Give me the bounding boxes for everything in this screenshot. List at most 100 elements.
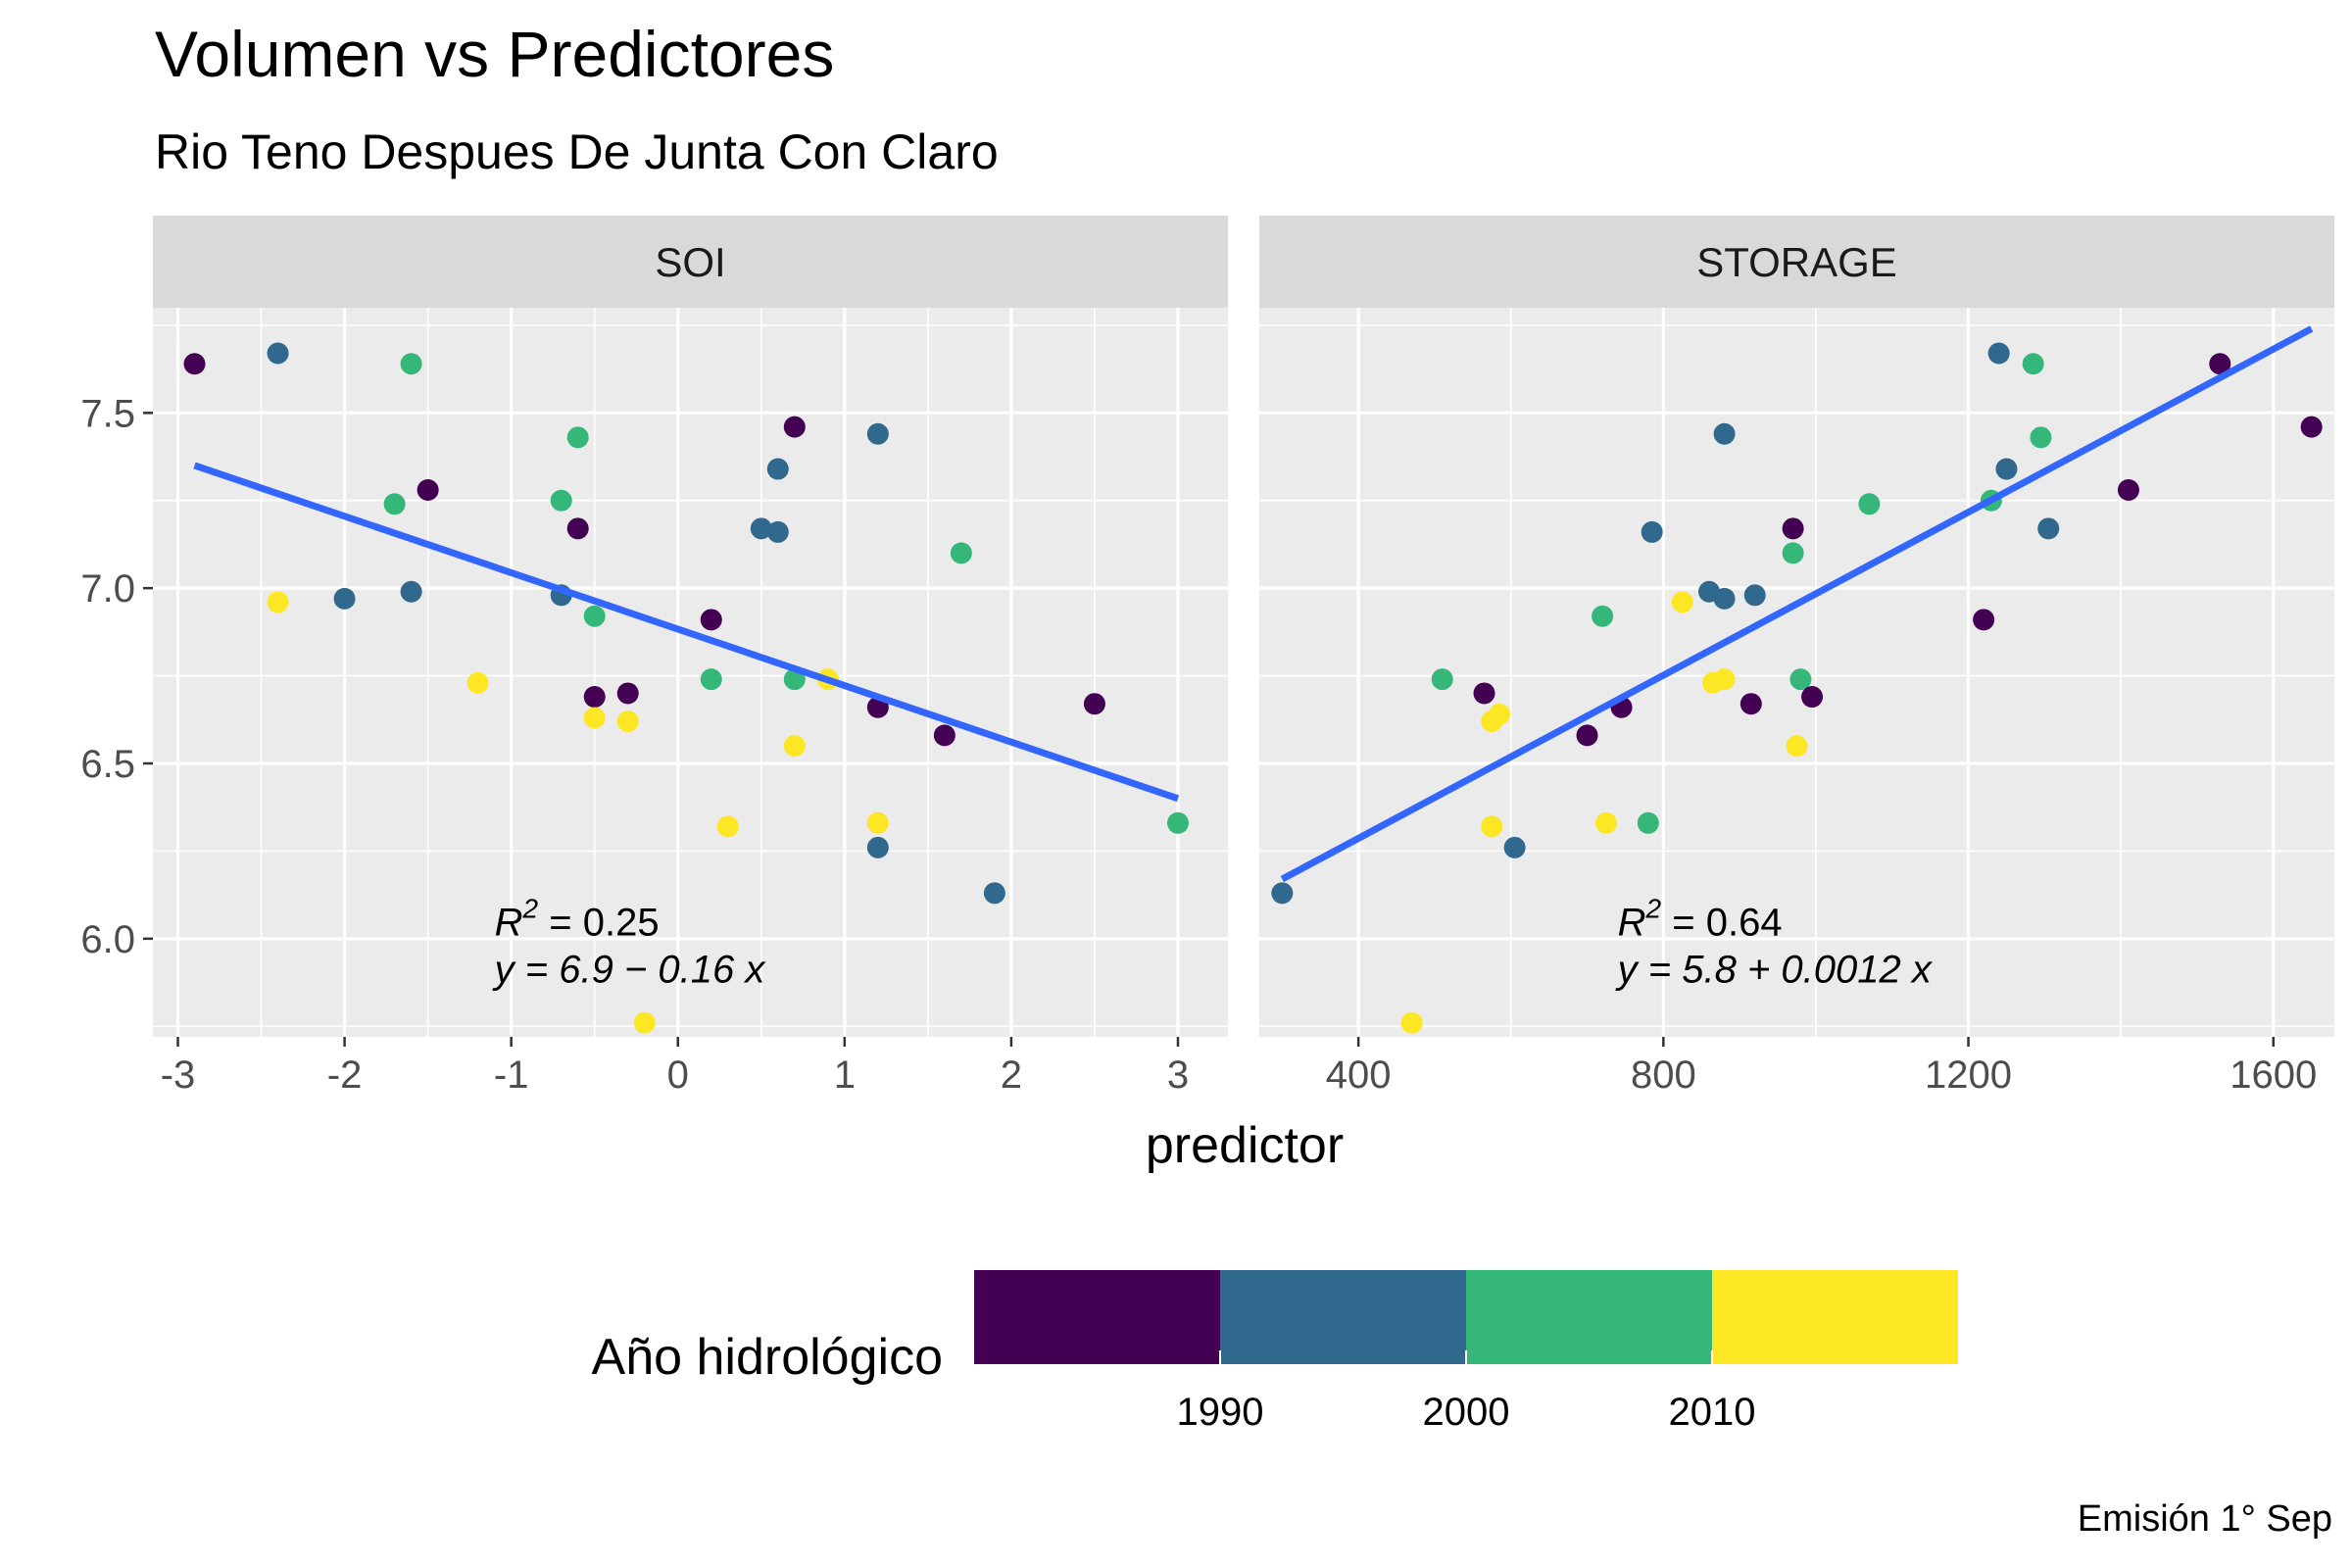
data-point — [1503, 836, 1526, 858]
data-point — [1713, 422, 1736, 445]
caption: Emisión 1° Sep — [2078, 1498, 2332, 1540]
trend-line — [193, 462, 1180, 803]
legend-color-bin — [1466, 1270, 1712, 1364]
panel-soi: SOI R2 = 0.25y = 6.9 − 0.16 x -3 -2 -1 0 1 2 3 — [153, 216, 1228, 1097]
data-point — [2117, 479, 2139, 501]
facet-strip — [1259, 216, 2334, 308]
data-point — [1801, 686, 1824, 709]
data-point — [466, 671, 489, 694]
data-point — [1786, 735, 1808, 758]
data-point — [1995, 458, 2018, 480]
data-point — [1743, 584, 1766, 607]
data-point — [766, 520, 789, 543]
data-point — [416, 479, 439, 501]
data-point — [1473, 682, 1495, 705]
data-point — [1782, 542, 1804, 564]
legend: Año hidrológico 1990 2000 2010 — [592, 1270, 1958, 1434]
data-point — [783, 416, 806, 438]
data-point — [183, 353, 206, 375]
data-point — [583, 686, 606, 709]
data-point — [1083, 693, 1105, 715]
data-point — [1641, 520, 1663, 543]
data-point — [633, 1011, 656, 1034]
data-point — [1576, 724, 1598, 747]
y-tick-label: 6.0 — [80, 918, 135, 961]
data-point — [1489, 703, 1511, 725]
legend-tick-label: 2000 — [1423, 1391, 1510, 1434]
data-point — [1594, 811, 1617, 834]
y-tick-label: 7.0 — [80, 567, 135, 611]
x-tick-label: -3 — [161, 1054, 196, 1097]
panel-background — [153, 308, 1228, 1037]
y-tick-label: 7.5 — [80, 392, 135, 435]
x-tick-label: 800 — [1631, 1054, 1696, 1097]
x-tick-label: 400 — [1326, 1054, 1392, 1097]
data-point — [1713, 668, 1736, 691]
facet-strip — [153, 216, 1228, 308]
data-point — [1431, 668, 1453, 691]
data-point — [1481, 815, 1503, 838]
data-point — [866, 836, 889, 858]
data-point — [1271, 882, 1294, 905]
data-point — [1740, 693, 1762, 715]
data-point — [400, 353, 422, 375]
data-point — [550, 489, 572, 512]
data-point — [983, 882, 1005, 905]
facet-strip-label: STORAGE — [1696, 239, 1897, 285]
legend-tick-label: 2010 — [1669, 1391, 1756, 1434]
x-axis-title: predictor — [1146, 1117, 1344, 1174]
data-point — [1973, 609, 1995, 631]
legend-color-bin — [1220, 1270, 1466, 1364]
data-point — [267, 591, 289, 613]
x-tick-label: -1 — [494, 1054, 529, 1097]
data-point — [1858, 493, 1881, 515]
legend-tick-label: 1990 — [1177, 1391, 1264, 1434]
panel-storage: STORAGE R2 = 0.64y = 5.8 + 0.0012 x 400 800… — [1259, 216, 2334, 1097]
data-point — [2030, 426, 2052, 449]
x-tick-label: 0 — [667, 1054, 689, 1097]
legend-color-bin — [1712, 1270, 1958, 1364]
data-point — [566, 426, 589, 449]
data-point — [333, 587, 356, 610]
x-tick-label: 1200 — [1925, 1054, 2012, 1097]
data-point — [1166, 811, 1189, 834]
data-point — [716, 815, 739, 838]
data-point — [766, 458, 789, 480]
data-point — [267, 342, 289, 365]
data-point — [2209, 353, 2231, 375]
data-point — [2022, 353, 2044, 375]
r-squared-label: R2 = 0.25 — [495, 893, 660, 944]
y-axis: 6.0 6.5 7.0 7.5 — [80, 392, 153, 961]
y-tick-label: 6.5 — [80, 743, 135, 786]
x-tick-label: 1 — [834, 1054, 856, 1097]
data-point — [566, 517, 589, 540]
data-point — [1592, 605, 1614, 627]
x-tick-label: 2 — [1001, 1054, 1022, 1097]
data-point — [616, 710, 639, 733]
x-tick-label: 3 — [1167, 1054, 1189, 1097]
x-tick-label: 1600 — [2230, 1054, 2317, 1097]
data-point — [1987, 342, 2010, 365]
data-point — [950, 542, 972, 564]
data-point — [400, 580, 422, 603]
chart-subtitle: Rio Teno Despues De Junta Con Claro — [155, 124, 999, 179]
data-point — [1400, 1011, 1423, 1034]
data-point — [933, 724, 956, 747]
data-point — [583, 707, 606, 729]
data-point — [866, 811, 889, 834]
data-point — [783, 735, 806, 758]
data-point — [1713, 587, 1736, 610]
r-squared-label: R2 = 0.64 — [1618, 893, 1783, 944]
data-point — [700, 609, 722, 631]
data-point — [866, 422, 889, 445]
equation-label: y = 6.9 − 0.16 x — [492, 948, 767, 991]
x-tick-label: -2 — [327, 1054, 363, 1097]
data-point — [1789, 668, 1812, 691]
equation-label: y = 5.8 + 0.0012 x — [1615, 948, 1934, 991]
trend-line — [1280, 325, 2314, 883]
data-point — [1782, 517, 1804, 540]
facet-strip-label: SOI — [655, 239, 725, 285]
data-point — [1671, 591, 1693, 613]
data-point — [616, 682, 639, 705]
